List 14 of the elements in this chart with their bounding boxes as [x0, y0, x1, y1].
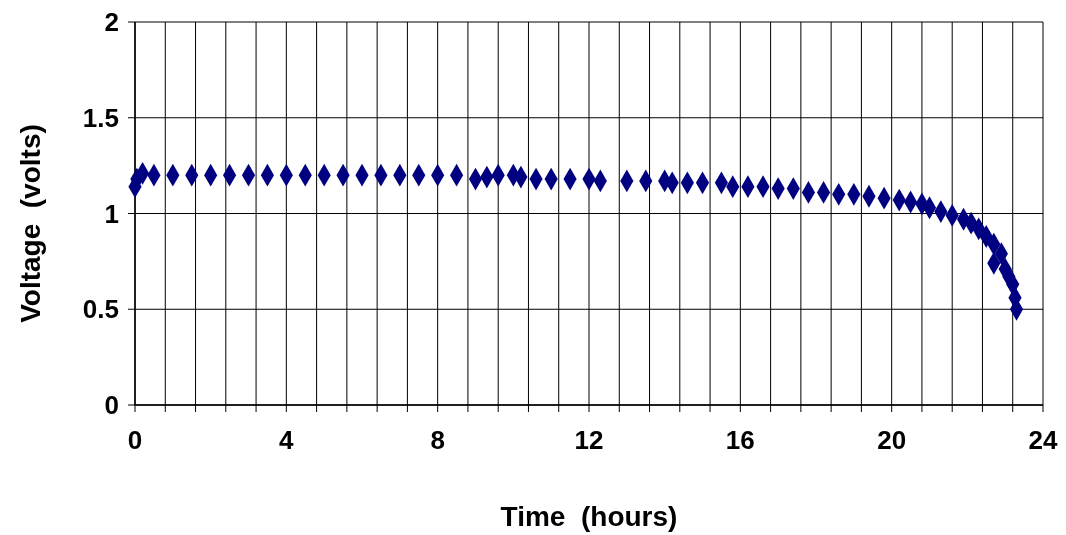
y-axis-title: Voltage (volts)	[15, 124, 46, 323]
x-tick-label: 12	[574, 425, 604, 455]
x-tick-label: 0	[127, 425, 143, 455]
y-tick-label: 1.5	[82, 102, 119, 133]
x-tick-label: 24	[1028, 425, 1058, 455]
x-tick-label: 16	[725, 425, 755, 455]
x-axis-title: Time (hours)	[500, 501, 678, 532]
x-tick-label: 8	[430, 425, 445, 455]
y-tick-label: 0	[104, 390, 119, 420]
x-tick-label: 20	[877, 425, 907, 455]
x-tick-label: 4	[279, 425, 295, 455]
y-tick-label: 2	[104, 7, 119, 37]
y-tick-label: 1	[104, 198, 119, 229]
y-tick-label: 0.5	[82, 294, 119, 325]
